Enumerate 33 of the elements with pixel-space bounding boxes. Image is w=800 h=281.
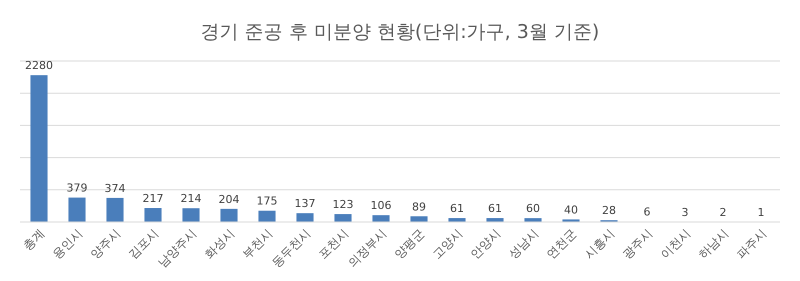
- data-label: 214: [180, 192, 202, 206]
- data-label: 137: [294, 197, 316, 210]
- data-label: 89: [412, 200, 426, 214]
- data-label: 2: [720, 206, 726, 219]
- bar: [106, 198, 124, 222]
- data-label: 2280: [25, 59, 53, 72]
- data-label: 60: [526, 202, 540, 216]
- x-tick-label: 총계: [20, 226, 48, 254]
- chart-title: 경기 준공 후 미분양 현황(단위:가구, 3월 기준): [200, 21, 600, 43]
- data-label: 61: [488, 202, 502, 216]
- bar: [144, 208, 162, 222]
- bar: [68, 198, 86, 222]
- data-label: 374: [104, 182, 126, 195]
- bar: [296, 213, 314, 222]
- bar: [30, 75, 48, 222]
- data-label: 175: [256, 194, 278, 208]
- data-label: 379: [66, 182, 88, 195]
- data-label: 40: [564, 203, 578, 216]
- bar: [182, 208, 200, 222]
- data-label: 123: [332, 198, 354, 212]
- data-label: 106: [370, 199, 392, 212]
- data-label: 28: [602, 204, 616, 218]
- data-label: 6: [644, 206, 650, 219]
- data-label: 217: [142, 192, 164, 206]
- bar: [372, 215, 390, 222]
- bar: [524, 218, 542, 222]
- data-label: 61: [450, 202, 464, 216]
- bar: [258, 210, 276, 222]
- data-label: 204: [218, 192, 240, 206]
- bar: [334, 214, 352, 222]
- data-label: 1: [758, 206, 764, 219]
- data-label: 3: [682, 206, 688, 219]
- bar: [220, 208, 238, 222]
